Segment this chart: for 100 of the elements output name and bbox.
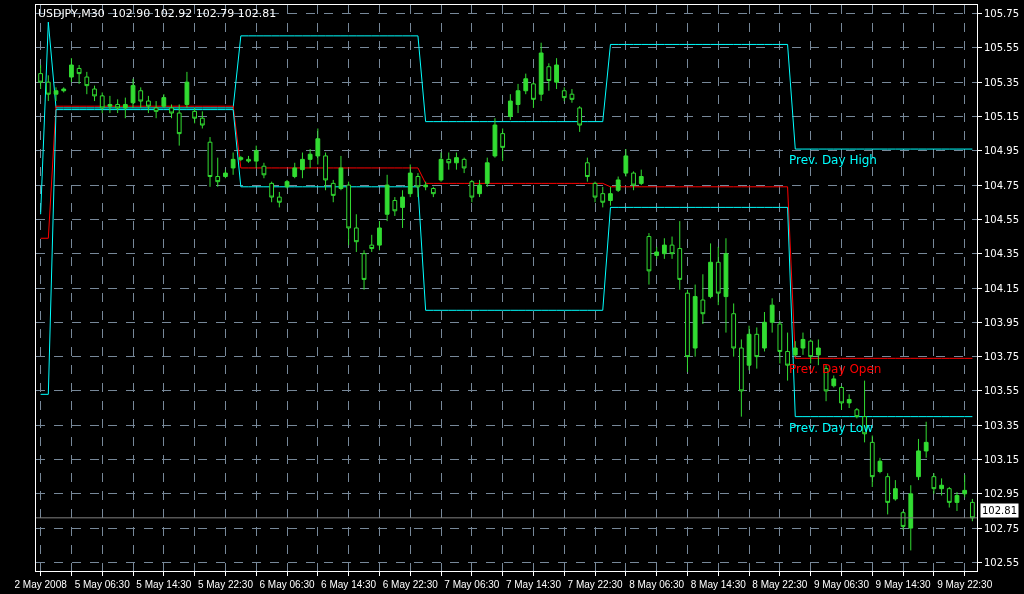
candlestick xyxy=(438,152,444,183)
candlestick xyxy=(76,64,82,85)
candlestick xyxy=(461,157,467,174)
candlestick xyxy=(762,311,767,352)
candlestick xyxy=(715,246,721,306)
candlestick xyxy=(869,435,875,488)
candlestick xyxy=(115,98,121,114)
x-tick-label: 9 May 22:30 xyxy=(937,579,993,590)
candlestick xyxy=(792,340,798,358)
candlestick xyxy=(377,220,382,251)
candlestick xyxy=(207,136,213,188)
y-tick-label: 104.35 xyxy=(984,248,1019,260)
candlestick xyxy=(238,155,244,162)
candlestick xyxy=(600,186,606,208)
candlestick xyxy=(746,325,752,371)
candlestick xyxy=(900,510,906,531)
candlestick xyxy=(130,78,136,109)
candlestick xyxy=(353,213,359,253)
candlestick xyxy=(223,169,228,179)
candlestick xyxy=(138,86,144,109)
candlestick xyxy=(769,297,775,334)
y-tick-label: 103.95 xyxy=(984,316,1019,328)
candlestick xyxy=(839,385,844,411)
candlestick xyxy=(454,152,459,171)
candlestick xyxy=(338,155,344,191)
candlestick xyxy=(323,152,328,191)
y-tick-label: 105.15 xyxy=(984,110,1019,122)
candlestick xyxy=(946,486,952,509)
candlestick xyxy=(38,64,44,90)
candlestick xyxy=(246,155,251,164)
candlestick xyxy=(269,181,275,203)
y-tick-label: 104.55 xyxy=(984,213,1019,225)
candlestick xyxy=(523,73,529,95)
candlestick xyxy=(885,472,891,515)
candlestick xyxy=(654,246,660,260)
candlestick xyxy=(407,164,413,198)
candlestick xyxy=(477,179,482,198)
candlestick xyxy=(692,284,698,358)
candlestick xyxy=(176,103,182,147)
candlestick xyxy=(161,93,167,109)
candlestick xyxy=(276,191,282,208)
candlestick xyxy=(230,152,236,176)
candlestick xyxy=(53,86,59,102)
x-tick-label: 9 May 06:30 xyxy=(813,579,870,590)
candlestick xyxy=(430,186,436,198)
candlestick xyxy=(623,148,629,178)
candlestick xyxy=(261,162,267,179)
x-tick-label: 6 May 22:30 xyxy=(382,579,439,590)
candlestick xyxy=(908,484,914,551)
candlestick xyxy=(923,421,929,459)
candlestick xyxy=(669,236,675,260)
candlestick xyxy=(754,326,760,370)
candlestick xyxy=(107,95,113,114)
y-tick-label: 103.55 xyxy=(984,385,1019,397)
line-series xyxy=(40,105,973,359)
candlestick xyxy=(892,479,898,502)
candlestick xyxy=(392,196,398,217)
candlestick xyxy=(369,234,375,253)
candlestick xyxy=(169,103,174,119)
x-tick-label: 2 May 2008 xyxy=(14,579,68,590)
candlestick xyxy=(677,220,683,291)
y-tick-label: 103.75 xyxy=(984,351,1019,363)
candlestick xyxy=(484,157,490,188)
candlestick xyxy=(661,237,667,260)
candlestick xyxy=(146,95,151,114)
candlestick xyxy=(500,127,506,162)
candlestick xyxy=(931,472,937,495)
x-tick-label: 7 May 06:30 xyxy=(444,579,500,590)
candlestick xyxy=(638,169,644,186)
x-tick-label: 7 May 14:30 xyxy=(505,579,562,590)
candlestick xyxy=(69,57,74,83)
candlestick xyxy=(916,438,921,481)
candlestick xyxy=(877,457,883,474)
x-tick-label: 6 May 06:30 xyxy=(259,579,315,590)
candlestick xyxy=(315,127,321,166)
candlestick xyxy=(546,62,552,92)
candlestick xyxy=(330,179,336,203)
candlestick xyxy=(785,332,790,382)
candlestick xyxy=(608,186,613,207)
chart-title: USDJPY,M30 102.90 102.92 102.79 102.81 xyxy=(37,6,277,20)
candlestick xyxy=(284,179,290,190)
x-tick-label: 8 May 14:30 xyxy=(690,579,747,590)
candlestick xyxy=(731,302,737,358)
candlestick xyxy=(253,145,259,169)
candlestick xyxy=(808,338,814,364)
candlestick xyxy=(45,74,51,102)
y-tick-label: 105.55 xyxy=(984,42,1019,54)
y-tick-label: 104.75 xyxy=(984,179,1019,191)
candlestick xyxy=(592,181,598,203)
candlestick xyxy=(292,162,298,179)
candlestick xyxy=(939,477,944,497)
candlestick xyxy=(962,474,968,498)
candlestick xyxy=(700,273,706,325)
candlestick xyxy=(561,86,567,102)
candlestick xyxy=(846,393,852,409)
candlestick xyxy=(738,338,744,418)
candlestick xyxy=(192,107,198,124)
y-tick-label: 104.15 xyxy=(984,282,1019,294)
x-tick-label: 7 May 22:30 xyxy=(567,579,624,590)
candlestick xyxy=(361,249,367,291)
